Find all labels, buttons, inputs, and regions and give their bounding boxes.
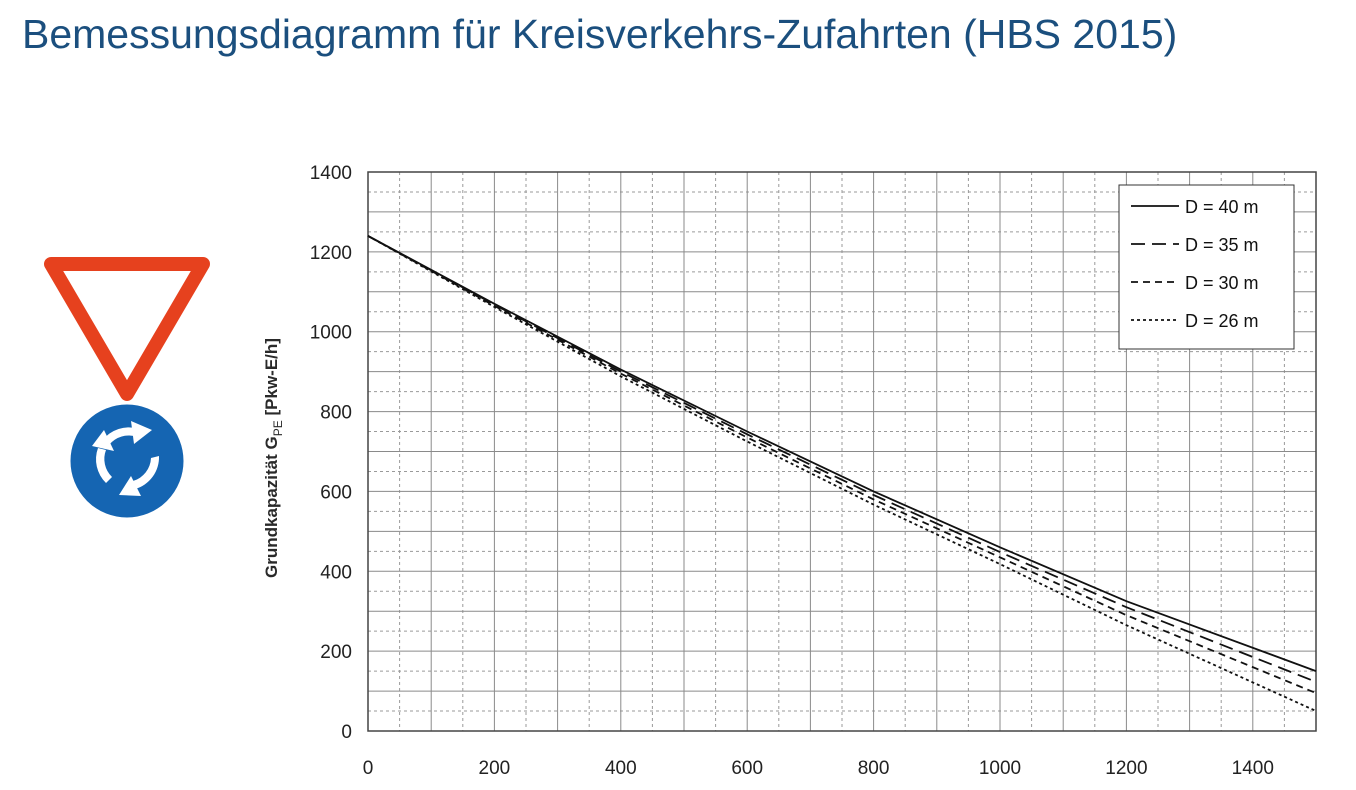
x-tick-label: 1400 [1232, 758, 1274, 779]
page-title: Bemessungsdiagramm für Kreisverkehrs-Zuf… [22, 11, 1178, 57]
y-axis-label-main: Grundkapazität G [262, 436, 281, 578]
y-tick-label: 400 [320, 562, 352, 583]
y-axis-label-subscript: PE [271, 420, 285, 436]
legend-label: D = 35 m [1185, 235, 1259, 255]
y-tick-label: 800 [320, 403, 352, 424]
y-axis-ticks: 0 200 400 600 800 1000 1200 1400 [310, 163, 352, 743]
y-tick-label: 0 [341, 722, 352, 743]
plot-frame [367, 171, 1317, 732]
y-tick-label: 1400 [310, 163, 352, 184]
y-axis-label: Grundkapazität GPE [Pkw-E/h] [262, 338, 285, 578]
x-axis-ticks: 0 200 400 600 800 1000 1200 1400 [363, 758, 1274, 779]
legend-box [1118, 184, 1295, 350]
y-tick-label: 600 [320, 482, 352, 503]
series-line-2 [367, 235, 1317, 683]
x-tick-label: 600 [731, 758, 763, 779]
series-line-3 [367, 235, 1317, 694]
yield-sign-icon [44, 257, 210, 401]
legend-label: D = 30 m [1185, 273, 1259, 293]
x-tick-label: 200 [479, 758, 511, 779]
series-line-4 [367, 235, 1317, 712]
x-tick-label: 1000 [979, 758, 1021, 779]
legend-label: D = 26 m [1185, 311, 1259, 331]
x-tick-label: 0 [363, 758, 374, 779]
x-tick-label: 1200 [1105, 758, 1147, 779]
minor-grid [368, 172, 1316, 731]
y-tick-label: 200 [320, 642, 352, 663]
x-tick-label: 400 [605, 758, 637, 779]
legend-label: D = 40 m [1185, 197, 1259, 217]
series-line-1 [367, 235, 1317, 672]
roundabout-sign-icon [67, 401, 187, 521]
traffic-sign-group [44, 257, 210, 521]
y-tick-label: 1200 [310, 243, 352, 264]
legend: D = 40 m D = 35 m D = 30 m D = 26 m [1118, 184, 1295, 350]
series-layer [367, 235, 1317, 712]
x-tick-label: 800 [858, 758, 890, 779]
y-tick-label: 1000 [310, 323, 352, 344]
y-axis-label-unit: [Pkw-E/h] [262, 338, 281, 420]
